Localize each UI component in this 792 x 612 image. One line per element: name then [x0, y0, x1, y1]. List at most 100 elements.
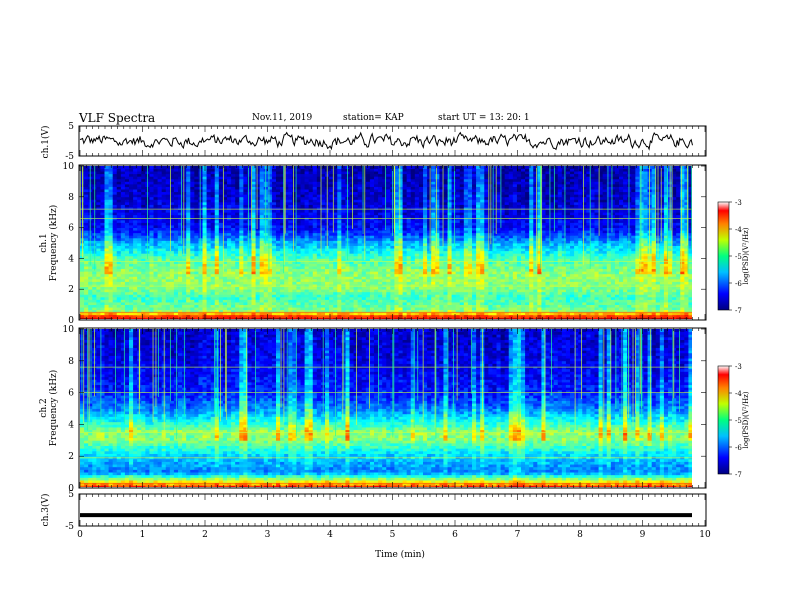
spectrogram-cell	[521, 273, 526, 277]
spectrogram-cell	[627, 299, 632, 303]
spectrogram-cell	[582, 253, 587, 257]
spectrogram-cell	[688, 286, 692, 290]
spectrogram-cell	[574, 289, 579, 293]
spectrogram-cell	[680, 317, 685, 319]
spectrogram-cell	[651, 243, 657, 246]
spectrogram-cell	[267, 284, 273, 288]
spectrogram-cell	[194, 243, 199, 246]
spectrogram-cell	[488, 243, 493, 246]
spectrogram-cell	[280, 296, 285, 300]
spectrogram-cell	[271, 281, 277, 285]
spectrogram-cell	[627, 302, 632, 305]
spectrogram-cell	[239, 263, 244, 267]
spectrogram-cell	[553, 312, 559, 316]
spectrogram-cell	[631, 240, 636, 244]
spectrogram-cell	[451, 255, 457, 259]
spectrogram-cell	[463, 250, 469, 254]
ch1-waveform-panel: 5-5	[65, 122, 707, 162]
spectrogram-cell	[627, 294, 632, 298]
spectrogram-cell	[394, 273, 399, 277]
spectrogram-cell	[137, 309, 142, 313]
spectrogram-cell	[443, 278, 448, 282]
spectrogram-cell	[198, 294, 203, 298]
spectrogram-cell	[267, 240, 273, 244]
spectrogram-cell	[210, 253, 216, 257]
spectrogram-cell	[214, 271, 220, 275]
spectrogram-cell	[549, 299, 555, 303]
spectrogram-cell	[414, 263, 420, 267]
spectrogram-cell	[251, 299, 256, 303]
spectrogram-cell	[284, 296, 289, 300]
spectrogram-cell	[439, 271, 444, 275]
spectrogram-cell	[382, 253, 387, 257]
spectrogram-cell	[545, 294, 550, 298]
spectrogram-cell	[676, 271, 681, 275]
spectrogram-cell	[386, 281, 391, 285]
spectrogram-cell	[435, 281, 440, 285]
spectrogram-cell	[308, 294, 314, 298]
spectrogram-cell	[320, 302, 326, 305]
spectrogram-cell	[529, 302, 534, 305]
spectrogram-cell	[300, 314, 305, 318]
spectrogram-cell	[133, 250, 138, 254]
spectrogram-cell	[312, 296, 318, 300]
spectrogram-cell	[365, 278, 371, 282]
spectrogram-cell	[423, 276, 428, 280]
spectrogram-cell	[508, 240, 514, 244]
spectrogram-cell	[341, 296, 346, 300]
spectrogram-cell	[296, 304, 301, 308]
spectrogram-cell	[345, 309, 350, 313]
spectrogram-cell	[320, 253, 326, 257]
spectrogram-cell	[129, 255, 134, 259]
spectrogram-cell	[235, 271, 240, 275]
spectrogram-cell	[565, 253, 571, 257]
spectrogram-cell	[112, 278, 118, 282]
spectrogram-cell	[214, 263, 220, 267]
spectrogram-cell	[92, 314, 97, 318]
spectrogram-cell	[165, 268, 171, 272]
spectrogram-cell	[141, 299, 146, 303]
spectrogram-cell	[333, 309, 338, 313]
spectrogram-cell	[557, 281, 563, 285]
spectrogram-cell	[178, 286, 183, 290]
spectrogram-cell	[259, 276, 265, 280]
spectrogram-cell	[259, 253, 265, 257]
spectrogram-cell	[504, 294, 510, 298]
spectrogram-cell	[214, 240, 220, 244]
spectrogram-cell	[96, 255, 101, 259]
spectrogram-cell	[104, 299, 109, 303]
spectrogram-cell	[88, 302, 93, 305]
spectrogram-cell	[647, 296, 653, 300]
spectrogram-cell	[635, 268, 640, 272]
spectrogram-cell	[333, 299, 338, 303]
spectrogram-cell	[292, 299, 297, 303]
spectrogram-cell	[480, 314, 485, 318]
spectrogram-cell	[467, 281, 473, 285]
spectrogram-cell	[247, 296, 252, 300]
spectrogram-cell	[525, 278, 530, 282]
spectrogram-cell	[521, 294, 526, 298]
spectrogram-cell	[153, 284, 158, 288]
spectrogram-cell	[357, 314, 363, 318]
spectrogram-cell	[565, 266, 571, 270]
spectrogram-cell	[423, 263, 428, 267]
spectrogram-cell	[684, 271, 689, 275]
spectrogram-cell	[467, 276, 473, 280]
spectrogram-cell	[145, 266, 150, 270]
spectrogram-cell	[169, 296, 175, 300]
spectrogram-cell	[206, 299, 212, 303]
spectrogram-cell	[545, 271, 550, 275]
spectrogram-cell	[329, 248, 334, 252]
spectrogram-cell	[263, 248, 269, 252]
spectrogram-cell	[190, 296, 195, 300]
spectrogram-cell	[92, 281, 97, 285]
spectrogram-cell	[231, 286, 236, 290]
spectrogram-cell	[619, 284, 624, 288]
spectrogram-cell	[484, 291, 489, 295]
spectrogram-cell	[443, 243, 448, 246]
spectrogram-cell	[165, 263, 171, 267]
spectrogram-cell	[304, 276, 310, 280]
spectrogram-cell	[390, 260, 395, 264]
spectrogram-cell	[500, 289, 506, 293]
spectrogram-cell	[614, 243, 620, 246]
